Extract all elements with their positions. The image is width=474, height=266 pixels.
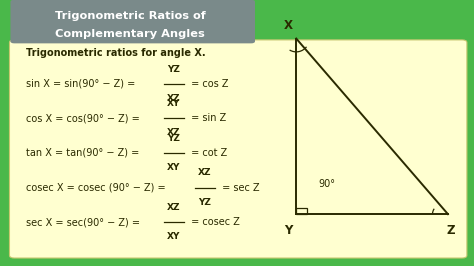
Text: YZ: YZ (167, 134, 181, 143)
Text: tan X = tan(90° − Z) =: tan X = tan(90° − Z) = (26, 148, 143, 158)
Text: 90°: 90° (319, 178, 336, 189)
Text: sec X = sec(90° − Z) =: sec X = sec(90° − Z) = (26, 217, 143, 227)
Text: XY: XY (167, 163, 181, 172)
Text: Complementary Angles: Complementary Angles (55, 29, 205, 39)
Text: cosec X = cosec (90° − Z) =: cosec X = cosec (90° − Z) = (26, 182, 169, 193)
Text: XZ: XZ (198, 168, 211, 177)
Text: XY: XY (167, 232, 181, 241)
FancyBboxPatch shape (9, 40, 467, 258)
Text: = sec Z: = sec Z (219, 182, 259, 193)
Text: Trigonometric ratios for angle X.: Trigonometric ratios for angle X. (26, 48, 206, 58)
Text: Z: Z (447, 224, 456, 236)
Text: XZ: XZ (167, 128, 181, 138)
Text: = cos Z: = cos Z (188, 79, 228, 89)
Text: sin X = sin(90° − Z) =: sin X = sin(90° − Z) = (26, 79, 138, 89)
Text: Trigonometric Ratios of: Trigonometric Ratios of (55, 11, 206, 22)
Text: cos X = cos(90° − Z) =: cos X = cos(90° − Z) = (26, 113, 143, 123)
Text: XY: XY (167, 99, 181, 108)
Bar (296, 208, 307, 214)
Text: XZ: XZ (167, 94, 181, 103)
Text: = cot Z: = cot Z (188, 148, 227, 158)
Text: YZ: YZ (167, 65, 181, 74)
Text: Y: Y (284, 224, 292, 236)
Text: = sin Z: = sin Z (188, 113, 226, 123)
FancyBboxPatch shape (10, 0, 255, 43)
Text: = cosec Z: = cosec Z (188, 217, 239, 227)
Text: XZ: XZ (167, 203, 181, 212)
Text: X: X (284, 19, 292, 32)
Text: YZ: YZ (198, 198, 211, 207)
